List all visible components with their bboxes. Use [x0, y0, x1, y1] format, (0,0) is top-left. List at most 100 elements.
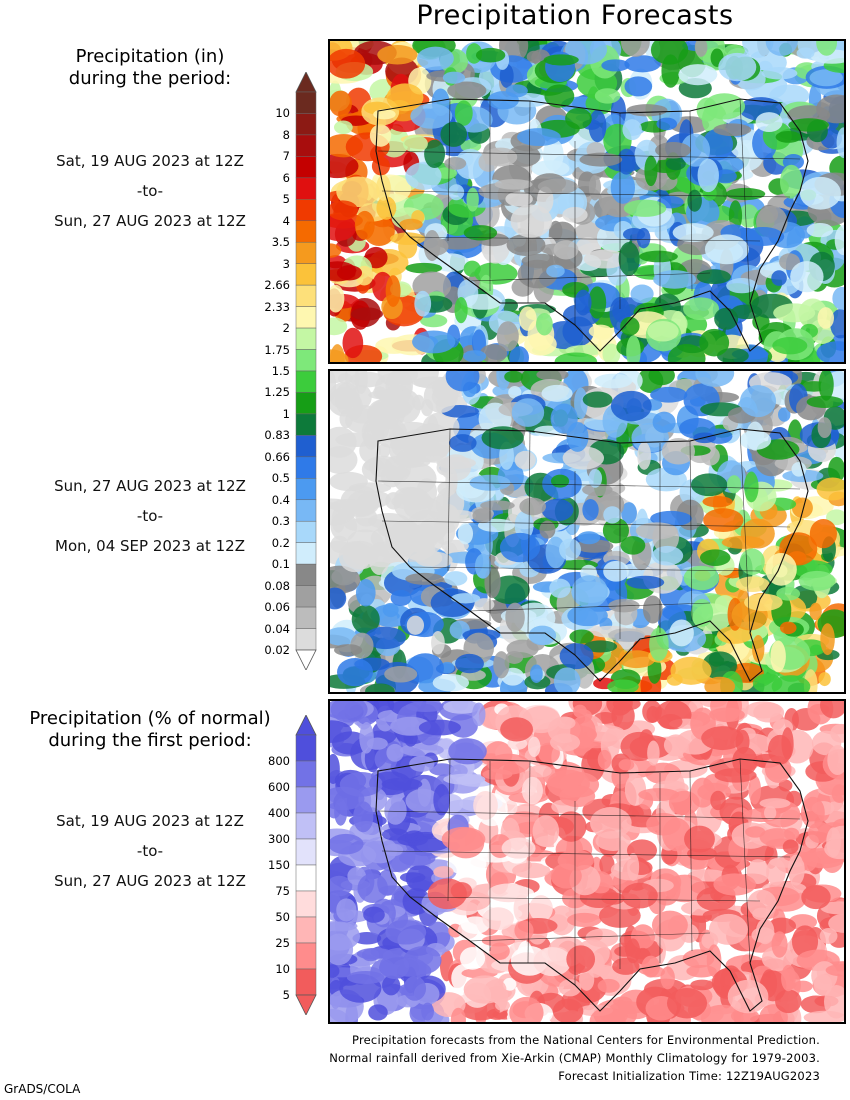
amount-colorbar-swatch [295, 563, 317, 586]
map2-blob [481, 426, 524, 450]
map2-blob [648, 371, 675, 386]
map1-blob [694, 41, 708, 57]
map1-state-border [739, 98, 751, 304]
map3-blob [559, 785, 596, 808]
map2-state-border [409, 566, 761, 572]
map2-blob [448, 434, 477, 452]
map3-blob [495, 999, 510, 1011]
map3-blob [447, 852, 487, 876]
map2-blob [519, 497, 547, 516]
map3-blob [330, 964, 340, 978]
map1-blob [386, 83, 424, 112]
amount-colorbar-swatch [295, 241, 317, 264]
map3-blob [682, 949, 715, 968]
map1-state-border [377, 150, 801, 160]
map1-blob [554, 352, 598, 362]
map3-blob [405, 701, 446, 713]
map3-state-border [527, 760, 531, 964]
map1-blob [742, 41, 774, 58]
map3-blob [684, 825, 715, 853]
amount-colorbar-swatch [295, 542, 317, 565]
map2-blob [577, 531, 601, 545]
map1-blob [602, 343, 621, 362]
map3-blob [557, 716, 576, 730]
map3-blob [601, 892, 625, 905]
map3-state-border [469, 932, 711, 942]
amount-colorbar-tick-label: 0.3 [271, 514, 290, 529]
map-period2-amount [330, 371, 844, 692]
map2-blob [355, 579, 376, 607]
map1-blob [399, 218, 423, 231]
period3-label: Sat, 19 AUG 2023 at 12Z -to- Sun, 27 AUG… [30, 806, 270, 896]
map1-state-border [381, 190, 791, 198]
map2-blob [721, 535, 765, 549]
map3-blob [638, 788, 680, 802]
map3-blob [330, 875, 353, 897]
map1-blob [336, 176, 380, 208]
map1-blob [588, 286, 607, 319]
map2-blob [690, 598, 714, 627]
map2-blob [450, 593, 481, 604]
map1-blob [414, 290, 432, 317]
map2-blob [683, 565, 720, 591]
map3-blob [482, 907, 514, 931]
pct-colorbar-tick-label: 5 [282, 988, 290, 1002]
map1-blob [330, 48, 366, 79]
map3-blob [566, 945, 596, 974]
map1-blob [816, 341, 844, 362]
map3-blob [330, 701, 368, 723]
map3-blob [509, 996, 544, 1022]
map3-blob [390, 716, 431, 736]
map3-blob [512, 862, 551, 879]
amount-colorbar-swatch [295, 263, 317, 286]
map2-blob [776, 586, 801, 601]
amount-colorbar-swatch [295, 606, 317, 629]
amount-colorbar-tick-label: 0.04 [264, 621, 290, 636]
map3-blob [441, 826, 486, 852]
amount-colorbar-swatch [295, 113, 317, 136]
amount-colorbar-swatch [295, 284, 317, 307]
map3-blob [339, 772, 383, 797]
amount-colorbar-swatch [295, 413, 317, 436]
map3-blob [399, 872, 426, 883]
map2-blob [344, 517, 387, 533]
map1-blob [542, 138, 564, 171]
map3-blob [433, 784, 451, 816]
map3-blob [514, 920, 534, 941]
amount-colorbar-swatch [295, 220, 317, 243]
map3-blob [690, 979, 714, 991]
map2-blob [791, 462, 807, 477]
pct-colorbar-tick-label: 10 [275, 962, 290, 976]
map2-blob [397, 447, 426, 469]
map2-state-border [469, 602, 711, 612]
map2-blob [744, 471, 759, 503]
map2-blob [330, 382, 360, 409]
map3-blob [759, 798, 791, 809]
map1-blob [369, 124, 392, 147]
map3-blob [357, 873, 389, 904]
map1-blob [478, 152, 499, 172]
map1-blob [601, 59, 630, 72]
map2-blob [505, 602, 525, 633]
map2-blob [798, 570, 836, 591]
amount-colorbar-tick-label: 0.1 [271, 557, 290, 572]
map1-blob [330, 284, 345, 313]
map2-blob [455, 653, 484, 674]
map3-state-border [447, 758, 451, 902]
map2-blob [608, 628, 646, 643]
map1-blob [496, 321, 519, 352]
map3-blob [558, 979, 582, 997]
amount-colorbar-bottom-arrow [295, 649, 317, 670]
period2-to: -to- [136, 507, 164, 525]
map2-blob [652, 411, 676, 433]
map1-blob [336, 265, 363, 281]
map3-blob [567, 912, 602, 928]
amount-colorbar-swatch [295, 392, 317, 415]
map1-blob [816, 94, 844, 124]
map3-blob [433, 866, 454, 878]
map1-blob [410, 103, 453, 129]
map2-blob [702, 496, 733, 508]
map3-blob [612, 957, 640, 975]
map1-blob [775, 130, 802, 143]
map3-blob [381, 777, 423, 791]
